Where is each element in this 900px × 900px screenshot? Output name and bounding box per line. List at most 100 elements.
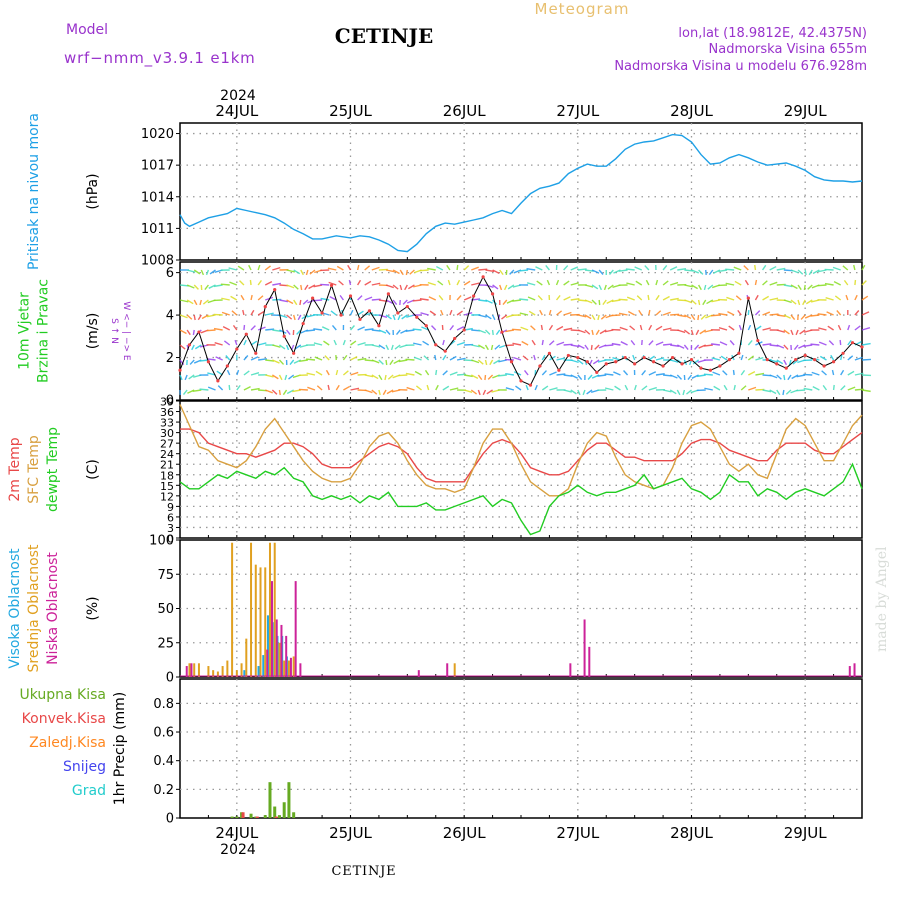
wind-barb xyxy=(265,374,274,378)
wind-barb xyxy=(186,329,191,336)
wind-barb xyxy=(541,354,546,361)
wind-barb xyxy=(378,329,387,334)
wind-barb xyxy=(818,327,827,331)
wind-barb xyxy=(378,314,388,318)
wind-barb xyxy=(687,374,693,381)
wind-barb xyxy=(691,284,698,290)
wind-barb xyxy=(708,269,714,276)
wind-barb xyxy=(655,325,663,331)
cloud-title-0: Visoka Oblacnost xyxy=(7,548,23,669)
wind-barb xyxy=(257,295,264,301)
wind-barb xyxy=(278,389,281,396)
wind-barb xyxy=(703,373,713,376)
cloud-bar xyxy=(289,657,292,677)
wind-barb xyxy=(762,327,771,331)
wind-barb xyxy=(456,279,461,286)
wind-barb xyxy=(484,359,488,366)
wind-barb xyxy=(314,356,323,361)
temperature-title-0: 2m Temp xyxy=(7,437,23,501)
wind-barb xyxy=(385,329,391,335)
wind-barb xyxy=(385,314,392,320)
wind-barb xyxy=(563,311,572,316)
wind-barb xyxy=(221,297,230,301)
wind-barb xyxy=(299,359,308,362)
wind-barb xyxy=(623,370,629,376)
wind-barb xyxy=(463,280,471,286)
wind-barb xyxy=(478,299,488,302)
wind-barb xyxy=(725,282,735,286)
wind-barb xyxy=(662,295,670,301)
wind-barb xyxy=(492,284,499,290)
wind-barb xyxy=(754,294,759,301)
wind-barb xyxy=(818,341,827,346)
wind-barb xyxy=(265,312,274,316)
wind-speed-point xyxy=(689,358,694,362)
wind-barb xyxy=(648,371,657,376)
wind-barb xyxy=(787,374,792,381)
wind-speed-point xyxy=(784,366,788,370)
wind-barb xyxy=(505,329,515,333)
wind-barb xyxy=(179,314,188,319)
temperature-ytick-label: 18 xyxy=(160,469,174,482)
wind-barb xyxy=(697,284,702,291)
wind-barb xyxy=(309,269,316,275)
wind-barb xyxy=(627,310,636,316)
wind-barb xyxy=(364,328,374,331)
wind-barb xyxy=(264,265,271,271)
pressure-ytick-label: 1020 xyxy=(141,127,174,142)
wind-barb xyxy=(284,374,288,381)
wind-barb xyxy=(342,339,346,346)
wind-barb xyxy=(799,329,806,335)
cloud-bar xyxy=(257,666,260,677)
wind-barb xyxy=(842,265,849,271)
wind-barb xyxy=(754,310,761,316)
wind-barb xyxy=(257,342,267,346)
wind-barb xyxy=(179,329,187,335)
wind-barb xyxy=(300,284,303,291)
wind-barb xyxy=(762,295,770,301)
wind-barb xyxy=(327,267,337,271)
wind-barb xyxy=(669,374,678,379)
wind-speed-point xyxy=(623,355,627,360)
wind-barb xyxy=(618,298,628,301)
wind-barb xyxy=(179,299,189,303)
wind-barb xyxy=(854,372,864,376)
wind-speed-point xyxy=(737,351,741,355)
precip-bar xyxy=(255,816,259,818)
cloud-ytick-label: 50 xyxy=(157,602,174,617)
wind-barb xyxy=(676,389,681,396)
cloud-bar xyxy=(280,624,283,677)
wind-ytick-label: 0 xyxy=(166,394,174,409)
wind-barb xyxy=(598,284,603,291)
wind-barb xyxy=(299,299,302,306)
wind-barb xyxy=(242,309,245,316)
wind-barb xyxy=(335,384,340,391)
wind-barb xyxy=(776,344,785,349)
wind-barb xyxy=(840,385,846,391)
precip-unit: 1hr Precip (mm) xyxy=(112,692,128,805)
meteogram-label: Meteogram xyxy=(535,0,630,18)
wind-barb xyxy=(556,325,564,331)
wind-barb xyxy=(597,314,600,321)
wind-barb xyxy=(398,374,408,377)
wind-barb xyxy=(792,359,799,365)
wind-barb xyxy=(747,340,753,346)
wind-barb xyxy=(449,309,453,316)
cloud-panel: 0 25 50 75 100 Visoka Oblacnost Srednja Oblacn… xyxy=(7,534,863,686)
wind-barb xyxy=(250,325,256,331)
wind-barb xyxy=(272,329,282,333)
wind-barb xyxy=(632,354,636,361)
wind-barb xyxy=(740,369,746,376)
temperature-ytick-label: 6 xyxy=(167,511,174,524)
precip-bar xyxy=(274,816,278,818)
wind-barb xyxy=(405,329,415,332)
wind-speed-point xyxy=(718,364,722,368)
wind-barb xyxy=(602,299,607,306)
temperature-unit: (C) xyxy=(85,459,101,480)
wind-barb xyxy=(225,355,231,361)
wind-barb xyxy=(477,374,483,381)
wind-panel: 0 2 4 6 10m Vjetar Brzina i Pravac (m/s) W <− |… xyxy=(17,261,871,409)
wind-barb xyxy=(703,284,707,291)
wind-barb xyxy=(691,299,697,305)
wind-barb xyxy=(684,284,693,288)
